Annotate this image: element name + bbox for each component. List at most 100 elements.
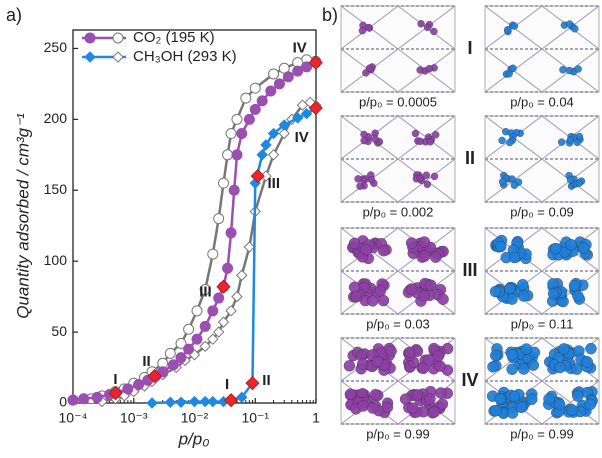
y-tick-label: 100 — [44, 252, 68, 268]
stage-numeral: II — [465, 148, 475, 168]
panel-label: b) — [322, 5, 338, 25]
adsorption-point — [164, 396, 177, 408]
guest-molecule — [371, 135, 379, 143]
y-tick-label: 150 — [44, 181, 68, 197]
guest-molecule — [367, 176, 376, 184]
guest-molecule — [565, 66, 574, 75]
guest-molecule — [490, 349, 502, 362]
guest-molecule — [423, 180, 432, 189]
x-axis-label: p/p₀ — [178, 429, 210, 448]
adsorption-point — [191, 333, 203, 345]
caption: p/p₀ = 0.99 — [510, 426, 574, 441]
desorption-point — [225, 128, 237, 140]
x-tick-label: 10⁻⁴ — [59, 410, 88, 426]
guest-molecule — [520, 343, 533, 355]
adsorption-point — [243, 113, 255, 125]
guest-molecule — [348, 237, 361, 250]
stage-marker — [250, 169, 265, 184]
framework-image — [340, 5, 456, 93]
adsorption-point — [282, 71, 294, 83]
adsorption-point — [231, 149, 243, 161]
adsorption-point — [183, 343, 195, 355]
desorption-point — [268, 68, 280, 80]
caption: p/p₀ = 0.09 — [510, 204, 574, 219]
stage-numeral: III — [462, 260, 477, 280]
guest-molecule — [343, 360, 356, 372]
guest-molecule — [405, 283, 418, 295]
guest-molecule — [360, 136, 368, 145]
guest-molecule — [403, 346, 416, 359]
panel-label: a) — [6, 5, 22, 25]
guest-molecule — [543, 393, 555, 405]
adsorption-point — [67, 394, 79, 406]
guest-molecule — [509, 64, 517, 72]
desorption-point — [278, 127, 290, 140]
guest-molecule — [498, 177, 507, 186]
stage-marker — [108, 386, 123, 401]
y-tick-label: 200 — [44, 110, 68, 126]
legend-marker — [112, 51, 124, 63]
adsorption-point — [167, 359, 179, 371]
adsorption-point — [260, 139, 272, 151]
guest-molecule — [553, 398, 566, 411]
y-tick-label: 250 — [44, 39, 68, 55]
guest-molecule — [424, 393, 436, 405]
desorption-point — [225, 305, 237, 317]
adsorption-point — [292, 65, 304, 77]
caption: p/p₀ = 0.03 — [366, 316, 430, 331]
desorption-point — [243, 241, 256, 253]
adsorption-point — [199, 395, 211, 408]
guest-molecule — [416, 174, 424, 182]
desorption-point — [249, 82, 261, 94]
guest-molecule — [356, 358, 369, 370]
guest-molecule — [364, 23, 373, 32]
guest-molecule — [527, 359, 540, 371]
guest-molecule — [581, 356, 593, 368]
adsorption-point — [225, 227, 237, 239]
desorption-point — [207, 248, 219, 260]
adsorption-point — [265, 85, 277, 97]
guest-molecule — [374, 285, 387, 297]
guest-molecule — [510, 181, 519, 189]
guest-molecule — [430, 172, 439, 181]
stage-label: II — [262, 372, 270, 389]
guest-molecule — [372, 355, 384, 368]
guest-molecule — [571, 25, 579, 33]
guest-molecule — [506, 363, 518, 375]
desorption-point — [240, 92, 252, 104]
guest-molecule — [360, 243, 372, 256]
caption: p/p₀ = 0.0005 — [359, 94, 437, 109]
desorption-point — [164, 347, 176, 359]
desorption-point — [191, 305, 203, 317]
guest-molecule — [489, 285, 502, 298]
adsorption-point — [78, 393, 90, 405]
guest-molecule — [367, 402, 379, 414]
guest-molecule — [510, 22, 518, 30]
guest-molecule — [506, 138, 514, 147]
desorption-point — [183, 323, 195, 335]
guest-molecule — [369, 389, 382, 401]
guest-molecule — [377, 245, 390, 257]
guest-molecule — [437, 293, 449, 305]
desorption-point — [217, 316, 230, 328]
desorption-point — [212, 326, 225, 338]
adsorption-point — [301, 61, 313, 73]
guest-molecule — [418, 236, 431, 248]
caption: p/p₀ = 0.99 — [366, 426, 430, 441]
x-tick-label: 10⁻¹ — [241, 410, 269, 426]
guest-molecule — [547, 287, 560, 300]
stage-label: III — [268, 175, 281, 192]
guest-molecule — [399, 393, 412, 405]
guest-molecule — [356, 182, 364, 190]
guest-molecule — [574, 65, 582, 73]
stage-label: I — [225, 376, 229, 393]
guest-molecule — [558, 343, 570, 355]
guest-molecule — [358, 26, 367, 35]
guest-molecule — [566, 176, 575, 184]
guest-molecule — [436, 398, 449, 410]
guest-molecule — [430, 27, 438, 36]
guest-molecule — [578, 242, 590, 254]
adsorption-point — [199, 320, 211, 332]
guest-molecule — [554, 361, 566, 374]
